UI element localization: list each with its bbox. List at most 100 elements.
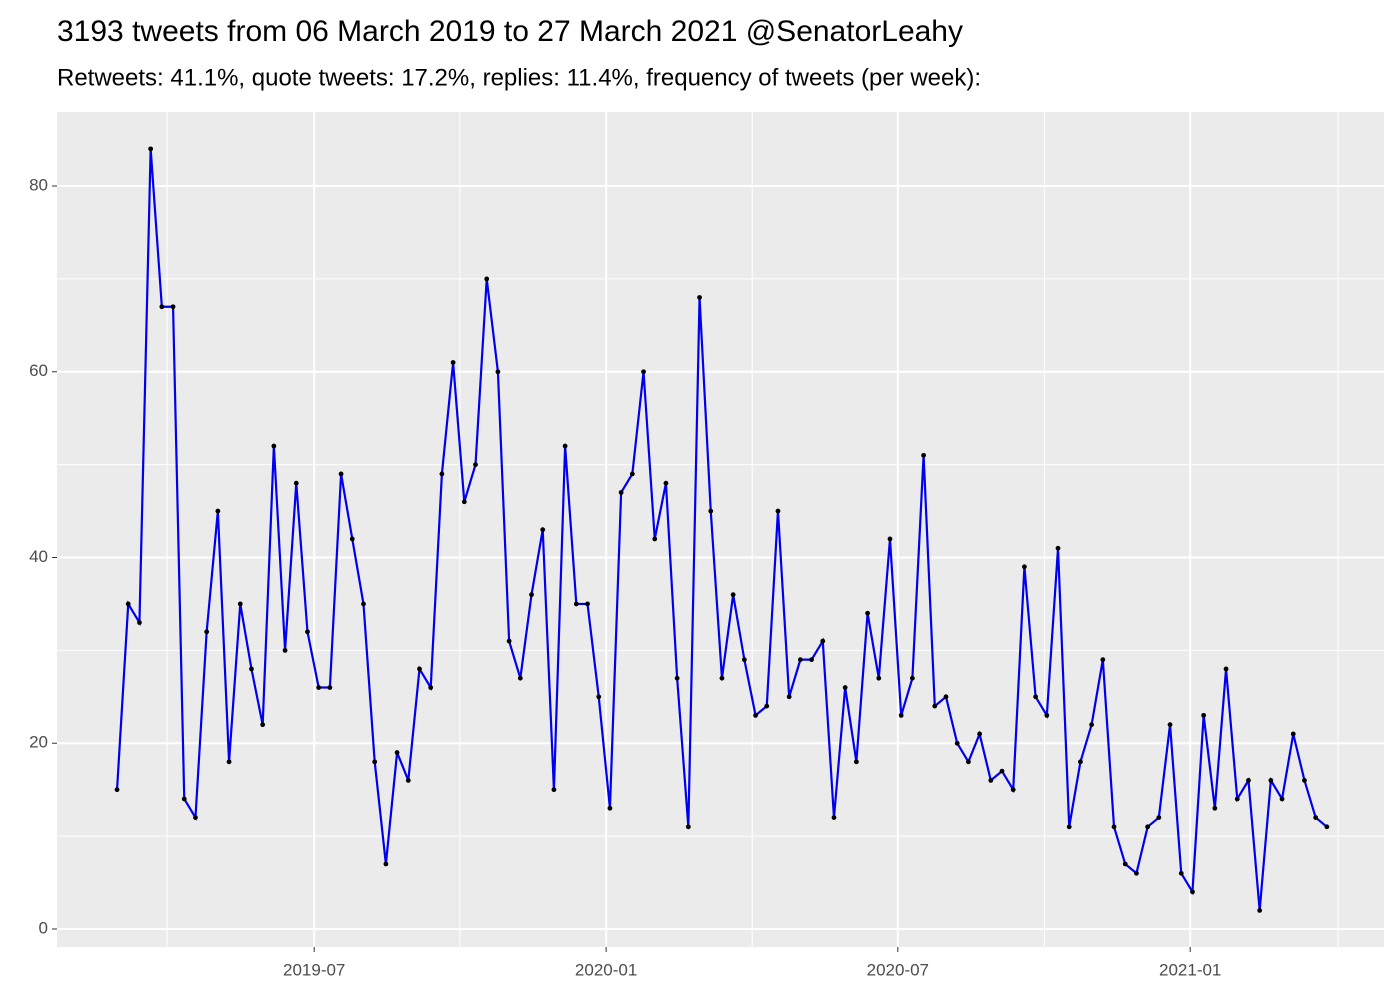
point xyxy=(685,824,691,830)
point xyxy=(1066,824,1072,830)
point xyxy=(1134,870,1139,876)
point xyxy=(618,490,624,495)
point xyxy=(495,369,501,375)
point xyxy=(529,592,534,598)
point xyxy=(237,601,243,607)
point xyxy=(137,620,142,625)
point xyxy=(674,675,680,681)
point xyxy=(1145,824,1151,830)
point xyxy=(809,657,814,663)
point xyxy=(1313,815,1319,820)
point xyxy=(1268,777,1274,783)
point xyxy=(629,471,635,477)
point xyxy=(596,694,602,700)
point xyxy=(999,768,1005,774)
panel xyxy=(57,112,1384,947)
chart-subtitle: Retweets: 41.1%, quote tweets: 17.2%, re… xyxy=(57,64,981,91)
point xyxy=(708,508,714,514)
point xyxy=(730,592,736,598)
point xyxy=(226,759,232,765)
point xyxy=(1010,787,1016,793)
point xyxy=(125,601,131,607)
point xyxy=(573,601,579,607)
point xyxy=(1302,777,1307,783)
point xyxy=(988,777,994,783)
point xyxy=(260,722,266,728)
point xyxy=(361,601,366,607)
point xyxy=(764,703,770,709)
point xyxy=(484,276,490,282)
x-tick-label: 2021-01 xyxy=(1159,960,1221,979)
point xyxy=(305,629,310,635)
point xyxy=(1100,657,1106,663)
point xyxy=(842,685,848,690)
point xyxy=(1122,861,1128,867)
point xyxy=(428,685,434,690)
point xyxy=(898,712,904,718)
point xyxy=(641,369,646,375)
point xyxy=(170,304,176,310)
point xyxy=(204,629,210,635)
point xyxy=(349,536,355,542)
point xyxy=(1234,796,1240,802)
point xyxy=(540,527,546,533)
point xyxy=(663,480,669,486)
point xyxy=(372,759,378,765)
point xyxy=(1078,759,1083,765)
point xyxy=(887,536,893,542)
point xyxy=(1022,564,1027,570)
point xyxy=(1279,796,1285,802)
point xyxy=(1055,545,1061,551)
point xyxy=(1156,815,1162,820)
point xyxy=(697,295,702,300)
point xyxy=(1111,824,1117,830)
point xyxy=(753,712,758,718)
point xyxy=(797,657,803,663)
point xyxy=(282,647,288,653)
point xyxy=(943,694,949,700)
point xyxy=(1044,712,1050,718)
x-tick-label: 2020-07 xyxy=(867,960,929,979)
point xyxy=(1212,805,1218,811)
point xyxy=(551,787,557,793)
y-tick-label: 0 xyxy=(39,918,48,937)
point xyxy=(1290,731,1296,737)
point xyxy=(921,452,926,458)
point xyxy=(977,731,983,737)
point xyxy=(383,861,389,867)
point xyxy=(193,815,198,820)
point xyxy=(215,508,221,514)
point xyxy=(1257,908,1263,913)
point xyxy=(417,666,422,672)
point xyxy=(1324,824,1330,830)
point xyxy=(159,304,165,310)
point xyxy=(114,787,120,793)
point xyxy=(876,675,882,681)
point xyxy=(1178,870,1184,876)
point xyxy=(853,759,859,765)
point xyxy=(450,360,456,365)
x-tick-label: 2020-01 xyxy=(575,960,637,979)
point xyxy=(820,638,826,644)
y-tick-label: 60 xyxy=(29,361,48,380)
point xyxy=(327,685,333,690)
chart-title: 3193 tweets from 06 March 2019 to 27 Mar… xyxy=(57,15,963,48)
y-tick-label: 40 xyxy=(29,547,48,566)
point xyxy=(461,499,467,505)
point xyxy=(439,471,445,477)
point xyxy=(181,796,187,802)
point xyxy=(506,638,512,644)
point xyxy=(1033,694,1039,700)
point xyxy=(831,815,837,820)
point xyxy=(148,146,154,152)
point xyxy=(607,805,613,811)
point xyxy=(517,675,523,681)
y-tick-label: 20 xyxy=(29,733,48,752)
point xyxy=(1246,777,1251,783)
point xyxy=(966,759,971,765)
point xyxy=(338,471,344,477)
point xyxy=(1223,666,1229,672)
point xyxy=(652,536,658,542)
point xyxy=(394,750,400,755)
